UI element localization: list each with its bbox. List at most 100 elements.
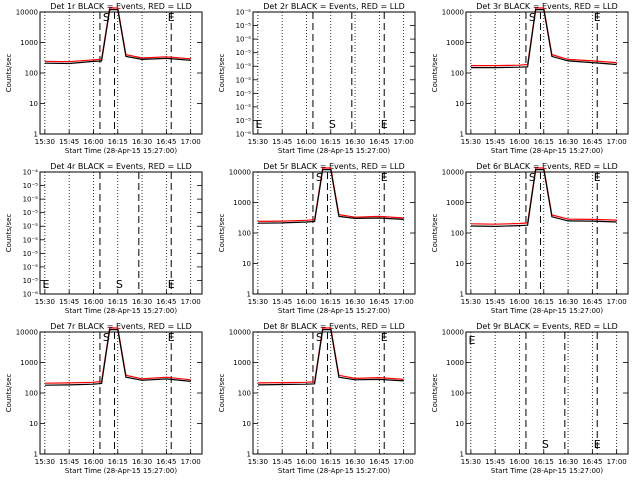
y-tick-label: 1	[247, 451, 251, 459]
x-tick-label: 16:45	[156, 138, 176, 146]
x-tick-label: 17:00	[394, 138, 414, 146]
y-tick-label: 1	[460, 451, 464, 459]
plot-frame	[465, 11, 629, 135]
leading-marker-label: E	[256, 118, 263, 131]
y-tick-label: 100	[238, 390, 251, 398]
start-marker-label: S	[103, 331, 110, 344]
y-tick-label: 10	[455, 260, 464, 268]
y-tick-label: 10	[29, 420, 38, 428]
plot-frame	[39, 331, 203, 455]
leading-marker-label: E	[43, 278, 50, 291]
start-marker-label: S	[316, 331, 323, 344]
series-line-events	[470, 169, 617, 228]
x-tick-label: 16:00	[83, 298, 103, 306]
x-tick-label: 16:30	[132, 298, 152, 306]
x-tick-label: 16:15	[108, 298, 128, 306]
x-axis-label: Start Time (28-Apr-15 15:27:00)	[278, 147, 390, 155]
x-axis-label: Start Time (28-Apr-15 15:27:00)	[65, 147, 177, 155]
x-tick-label: 15:45	[272, 138, 292, 146]
x-tick-label: 16:15	[108, 458, 128, 466]
y-tick-label: 10000	[442, 329, 464, 337]
x-tick-label: 15:45	[272, 298, 292, 306]
panel-title: Det 1r BLACK = Events, RED = LLD	[50, 2, 192, 11]
end-marker-label: E	[168, 331, 175, 344]
y-tick-label: 10000	[16, 329, 38, 337]
y-tick-label: 10	[29, 100, 38, 108]
x-tick-label: 15:30	[248, 458, 268, 466]
y-axis-label: Counts/sec	[5, 214, 13, 253]
x-tick-label: 15:45	[485, 458, 505, 466]
y-tick-label: 1	[34, 131, 38, 139]
plot-frame	[465, 171, 629, 295]
y-axis-label: Counts/sec	[218, 54, 226, 93]
plot-frame	[252, 171, 416, 295]
x-axis-label: Start Time (28-Apr-15 15:27:00)	[491, 467, 603, 475]
x-tick-label: 16:00	[83, 458, 103, 466]
y-tick-label: 1	[247, 291, 251, 299]
y-tick-label: 10⁻⁵	[236, 76, 252, 84]
x-tick-label: 16:30	[345, 298, 365, 306]
y-axis-label: Counts/sec	[431, 374, 439, 413]
y-tick-label: 10000	[229, 329, 251, 337]
y-tick-label: 10	[242, 260, 251, 268]
series-line-lld	[470, 7, 617, 67]
x-tick-label: 16:30	[558, 138, 578, 146]
y-axis-label: Counts/sec	[218, 214, 226, 253]
start-marker-label: S	[542, 438, 549, 451]
y-tick-label: 1	[460, 131, 464, 139]
y-tick-label: 100	[451, 230, 464, 238]
panel-det-9: Det 9r BLACK = Events, RED = LLD 15:30 15:…	[431, 322, 629, 475]
y-tick-label: 10000	[229, 169, 251, 177]
x-tick-label: 16:15	[534, 298, 554, 306]
x-tick-label: 16:15	[321, 138, 341, 146]
x-tick-label: 15:30	[248, 138, 268, 146]
x-tick-label: 16:30	[345, 138, 365, 146]
panel-det-1: Det 1r BLACK = Events, RED = LLD 15:30 15:…	[5, 2, 203, 155]
end-marker-label: E	[381, 331, 388, 344]
x-tick-label: 15:45	[485, 138, 505, 146]
x-tick-label: 16:00	[83, 138, 103, 146]
y-tick-label: 100	[25, 70, 38, 78]
y-tick-label: 10000	[442, 9, 464, 17]
series-line-events	[470, 9, 617, 69]
x-tick-label: 16:45	[582, 458, 602, 466]
x-tick-label: 16:00	[509, 458, 529, 466]
y-tick-label: 10⁻⁵	[236, 49, 252, 57]
x-tick-label: 16:15	[321, 298, 341, 306]
x-tick-label: 15:45	[59, 458, 79, 466]
series-line-events	[257, 169, 404, 224]
x-tick-label: 15:30	[461, 458, 481, 466]
y-tick-label: 10⁻⁴	[23, 169, 39, 177]
x-tick-label: 15:30	[35, 298, 55, 306]
x-tick-label: 15:30	[35, 458, 55, 466]
x-tick-label: 16:00	[509, 298, 529, 306]
y-tick-label: 10⁻⁵	[23, 182, 39, 190]
y-tick-label: 10⁻⁵	[236, 117, 252, 125]
x-axis-label: Start Time (28-Apr-15 15:27:00)	[278, 467, 390, 475]
panel-det-7: Det 7r BLACK = Events, RED = LLD 15:30 15:…	[5, 322, 203, 475]
x-tick-label: 16:45	[369, 458, 389, 466]
x-tick-label: 17:00	[181, 138, 201, 146]
x-tick-label: 17:00	[607, 458, 627, 466]
y-axis-label: Counts/sec	[431, 54, 439, 93]
y-tick-label: 10⁻⁵	[236, 90, 252, 98]
plot-frame	[252, 11, 416, 135]
y-tick-label: 100	[451, 390, 464, 398]
y-tick-label: 1000	[20, 39, 38, 47]
x-tick-label: 16:15	[108, 138, 128, 146]
x-tick-label: 16:00	[509, 138, 529, 146]
series-line-lld	[257, 167, 404, 222]
x-tick-label: 16:45	[369, 138, 389, 146]
start-marker-label: S	[316, 171, 323, 184]
end-marker-label: E	[381, 118, 388, 131]
panel-title: Det 6r BLACK = Events, RED = LLD	[476, 162, 618, 171]
x-tick-label: 16:45	[369, 298, 389, 306]
y-tick-label: 1000	[446, 199, 464, 207]
y-axis-label: Counts/sec	[5, 374, 13, 413]
y-axis-label: Counts/sec	[5, 54, 13, 93]
x-axis-label: Start Time (28-Apr-15 15:27:00)	[65, 467, 177, 475]
y-tick-label: 10000	[442, 169, 464, 177]
x-axis-label: Start Time (28-Apr-15 15:27:00)	[491, 307, 603, 315]
series-line-events	[257, 329, 404, 386]
